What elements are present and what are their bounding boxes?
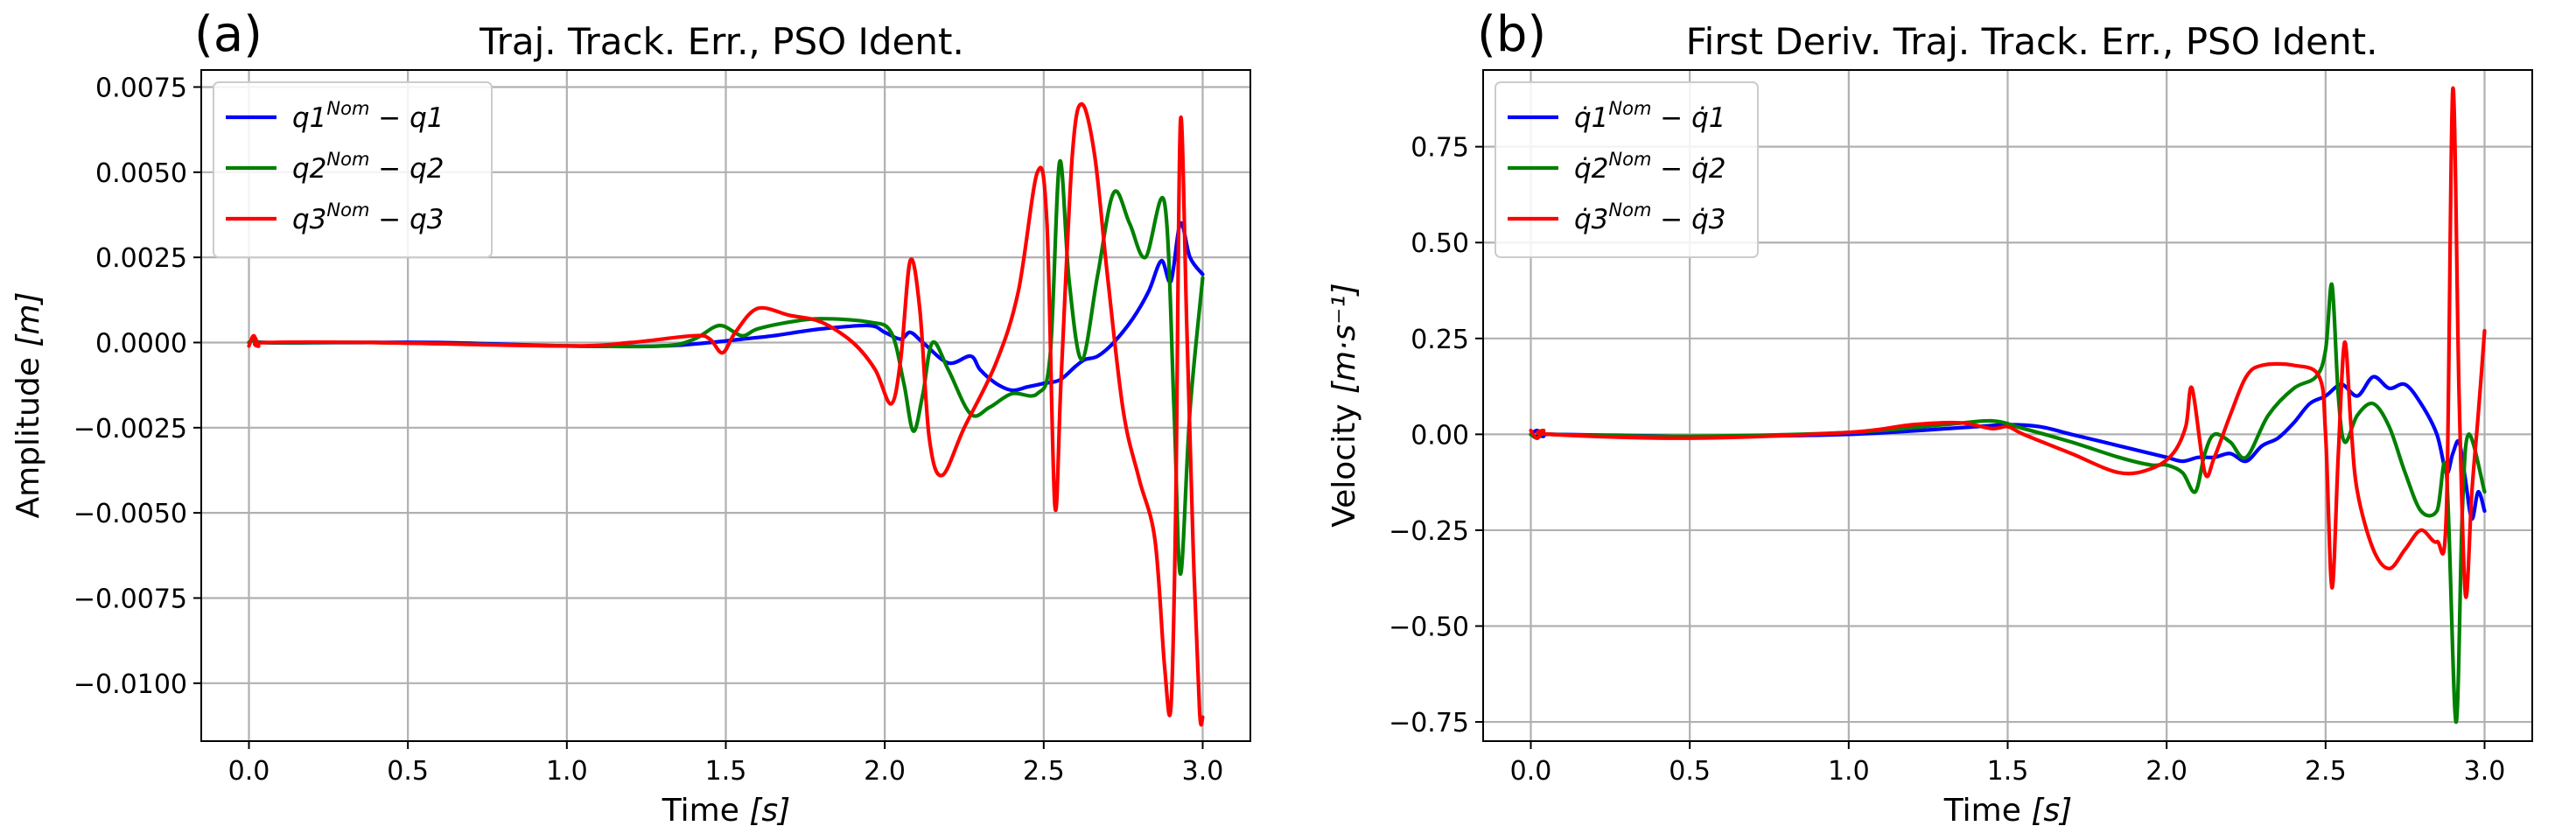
panel-b-tag: (b)	[1477, 6, 1546, 63]
panel-b-title: First Deriv. Traj. Track. Err., PSO Iden…	[1686, 20, 2378, 63]
panel-b-legend: q̇1Nom − q̇1q̇2Nom − q̇2q̇3Nom − q̇3	[1494, 81, 1759, 258]
panel-b-legend-label-tail: − q̇1	[1651, 102, 1726, 134]
panel-a-x-tick-label: 0.0	[228, 756, 270, 787]
panel-a-ticks: 0.0 0.5 1.0 1.5 2.0 2.5 3.0 −0.0100 −0.0075 −0.00…	[74, 73, 1223, 787]
panel-a-x-tick-label: 3.0	[1182, 756, 1224, 787]
panel-b-series	[1529, 86, 2487, 724]
panel-b-series-line-3	[1529, 86, 2487, 599]
panel-b-legend-label-2: q̇2Nom − q̇2	[1574, 149, 1726, 185]
panel-b-y-tick-label: 0.50	[1410, 228, 1469, 259]
panel-a-tag: (a)	[194, 6, 262, 63]
panel-b-legend-label-base: q̇2	[1574, 153, 1608, 185]
panel-b-legend-box	[1494, 81, 1759, 258]
panel-a-x-tick-label: 2.5	[1023, 756, 1065, 787]
panel-b-legend-label-sup: Nom	[1608, 98, 1651, 119]
panel-a-legend-label-tail: − q2	[369, 153, 444, 185]
panel-a-series-line-3	[247, 102, 1205, 727]
panel-b-y-tick-label: 0.00	[1410, 420, 1469, 451]
panel-a-y-tick-label: −0.0025	[74, 414, 187, 444]
panel-b-legend-label-sup: Nom	[1608, 149, 1651, 170]
panel-b-legend-label-base: q̇1	[1574, 102, 1608, 134]
panel-a-y-tick-label: −0.0075	[74, 584, 187, 614]
panel-b-y-tick-label: −0.25	[1389, 516, 1469, 547]
panel-b-x-tick-label: 3.0	[2464, 756, 2506, 787]
panel-a-legend-label-base: q1	[292, 102, 326, 134]
panel-a-x-tick-label: 0.5	[387, 756, 429, 787]
panel-a-x-tick-label: 1.5	[705, 756, 747, 787]
panel-a-legend-label-tail: − q1	[369, 102, 444, 134]
panel-a-legend-label-3: q3Nom − q3	[292, 200, 444, 235]
panel-a-legend-label-2: q2Nom − q2	[292, 149, 444, 185]
panel-b-legend-label-sup: Nom	[1608, 200, 1651, 220]
panel-b-chart: (b) First Deriv. Traj. Track. Err., PSO …	[1326, 6, 2533, 829]
panel-b-y-axis-label: Velocity [m·s⁻¹]	[1326, 283, 1362, 527]
panel-a-y-tick-label: −0.0100	[74, 669, 187, 700]
panel-a-x-axis-label: Time [s]	[662, 793, 790, 829]
panel-a-y-axis-label: Amplitude [m]	[10, 291, 46, 518]
panel-a-x-axis-label-unit: [s]	[749, 793, 790, 829]
panel-a-y-tick-label: −0.0050	[74, 499, 187, 529]
panel-a-legend-label-tail: − q3	[369, 204, 444, 235]
panel-a-legend-label-sup: Nom	[326, 149, 369, 170]
panel-b-legend-label-base: q̇3	[1574, 204, 1608, 235]
panel-a-legend-label-sup: Nom	[326, 200, 369, 220]
panel-b-y-tick-label: 0.75	[1410, 133, 1469, 164]
panel-b-x-axis-label-unit: [s]	[2031, 793, 2072, 829]
panel-b-x-tick-label: 2.5	[2305, 756, 2347, 787]
panel-a-y-tick-label: 0.0050	[95, 158, 187, 189]
panel-b-x-tick-label: 1.5	[1987, 756, 2029, 787]
panel-b-x-tick-label: 2.0	[2146, 756, 2188, 787]
panel-b-ticks: 0.0 0.5 1.0 1.5 2.0 2.5 3.0 −0.75 −0.50 −0.25 0.00…	[1389, 133, 2505, 787]
panel-a-x-axis-label-main: Time	[662, 793, 750, 829]
panel-b-y-axis-label-main: Velocity	[1326, 394, 1362, 528]
panel-a-title: Traj. Track. Err., PSO Ident.	[479, 20, 964, 63]
panel-a-y-axis-label-main: Amplitude	[10, 347, 46, 519]
panel-b-x-axis-label-main: Time	[1943, 793, 2032, 829]
panel-b-y-tick-label: 0.25	[1410, 325, 1469, 355]
panel-b-series-line-2	[1529, 282, 2487, 724]
panel-b-x-axis-label: Time [s]	[1943, 793, 2072, 829]
panel-b-legend-label-tail: − q̇2	[1651, 153, 1726, 185]
panel-a-x-tick-label: 2.0	[864, 756, 906, 787]
panel-a-series	[247, 102, 1205, 727]
panel-b-x-tick-label: 0.5	[1669, 756, 1711, 787]
panel-b-y-tick-label: −0.50	[1389, 612, 1469, 643]
panel-a-legend-box	[213, 81, 493, 258]
panel-a-y-axis-label-unit: [m]	[10, 291, 46, 346]
panel-a-y-tick-label: 0.0025	[95, 243, 187, 274]
panel-b-x-tick-label: 1.0	[1828, 756, 1870, 787]
panel-a-y-tick-label: 0.0075	[95, 73, 187, 103]
panel-b-legend-label-tail: − q̇3	[1651, 204, 1726, 235]
panel-a-y-tick-label: 0.0000	[95, 328, 187, 359]
panel-b-y-tick-label: −0.75	[1389, 708, 1469, 738]
panel-b-x-tick-label: 0.0	[1510, 756, 1552, 787]
panel-a-legend-label-sup: Nom	[326, 98, 369, 119]
panel-b-y-axis-label-unit: [m·s⁻¹]	[1326, 283, 1362, 394]
panel-a-series-line-2	[247, 158, 1205, 577]
panel-a-legend-label-base: q3	[292, 204, 326, 235]
panel-b-legend-label-3: q̇3Nom − q̇3	[1574, 200, 1726, 235]
panel-a-legend-label-1: q1Nom − q1	[292, 98, 444, 134]
panel-a-chart: (a) Traj. Track. Err., PSO Ident. 0.0 0.5…	[10, 6, 1251, 829]
panel-a-legend-label-base: q2	[292, 153, 326, 185]
panel-b-legend-label-1: q̇1Nom − q̇1	[1574, 98, 1726, 134]
panel-a-x-tick-label: 1.0	[546, 756, 588, 787]
